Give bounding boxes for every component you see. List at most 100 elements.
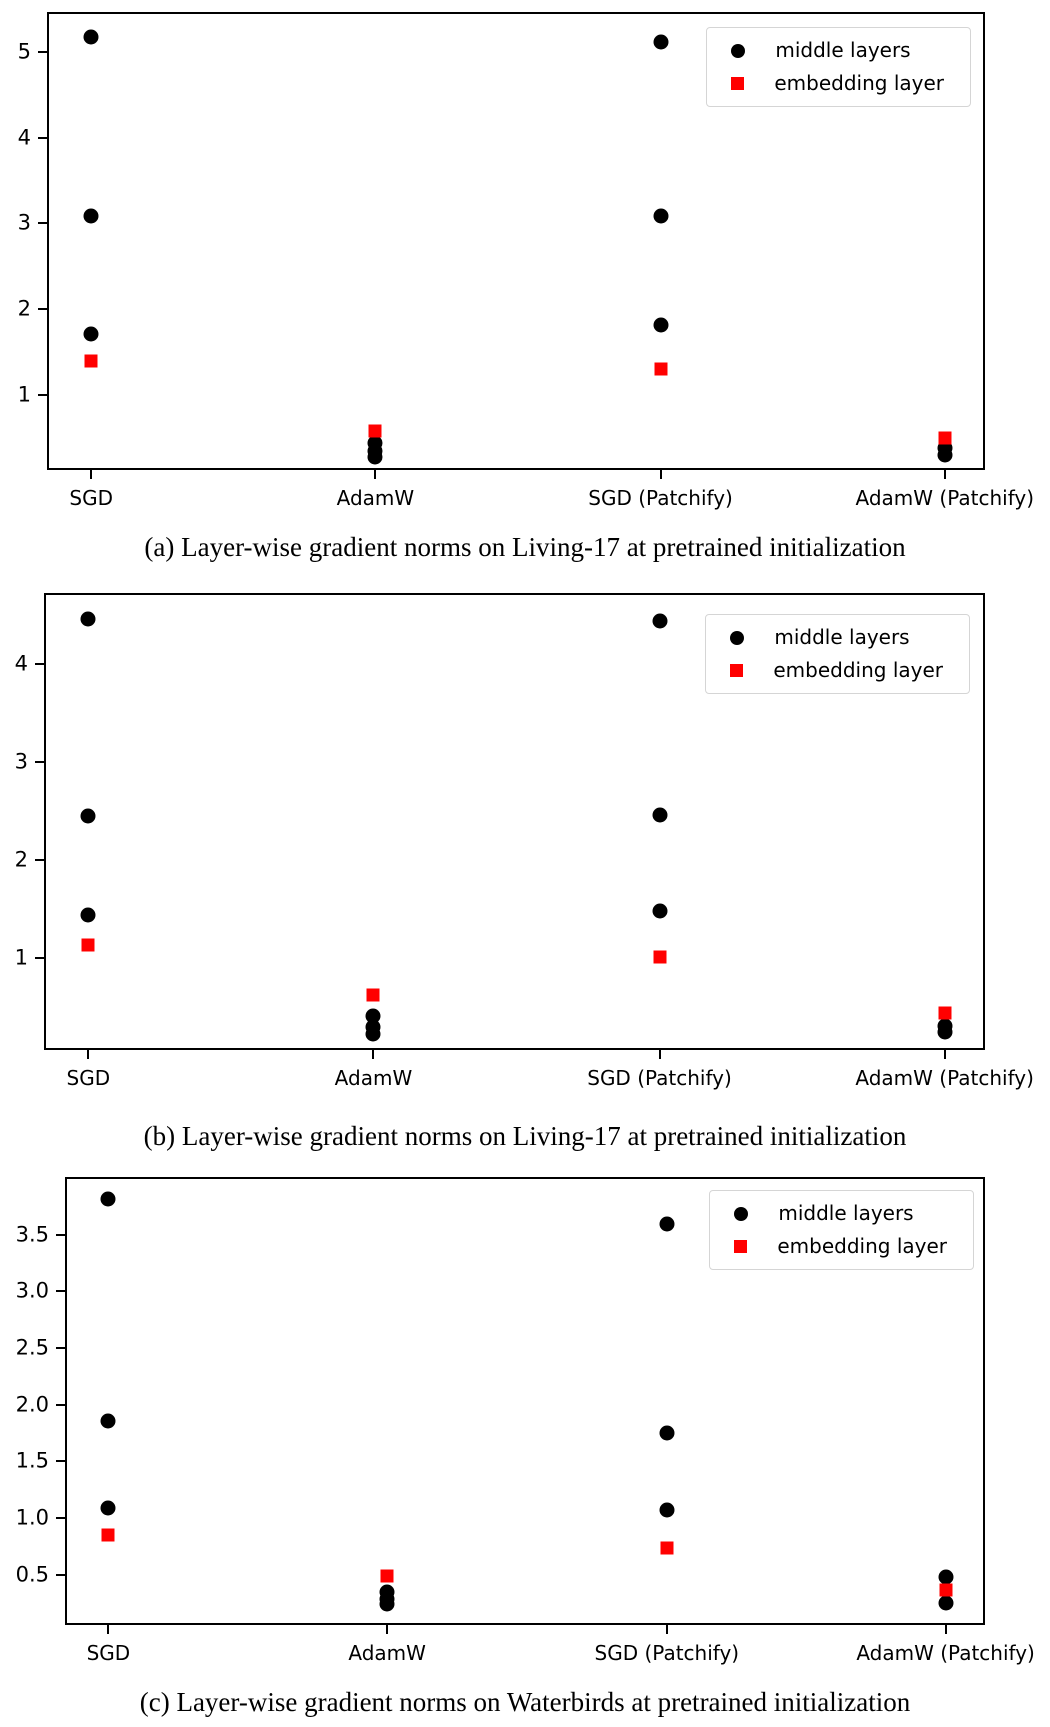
- x-axis-category-label: AdamW: [348, 1641, 426, 1665]
- data-point-circle-sgd-patchify-: [659, 1216, 675, 1232]
- y-axis-tick: [56, 1460, 65, 1463]
- y-axis-tick: [56, 1517, 65, 1520]
- y-axis-tick: [56, 1346, 65, 1349]
- y-axis-tick-label: 2: [17, 296, 31, 321]
- plot-area-a: 1 2 3 4 5 SGD AdamW SGD (Patchify) AdamW (Patchi…: [18, 12, 1034, 508]
- data-point-circle-sgd-patchify-: [653, 317, 669, 333]
- data-point-circle-sgd: [83, 29, 99, 45]
- legend-label: middle layers: [774, 625, 910, 649]
- data-point-circle-sgd-patchify-: [652, 807, 668, 823]
- x-axis-category-label: SGD: [86, 1641, 131, 1665]
- y-axis-tick: [38, 308, 47, 311]
- x-axis-tick: [372, 1050, 375, 1059]
- x-axis-tick: [943, 470, 946, 479]
- plot-area-c: 0.5 1.0 1.5 2.0 2.5 3.0 3.5 SGD AdamW SGD (Patchi…: [16, 1177, 1035, 1663]
- x-axis-tick: [90, 470, 93, 479]
- y-axis-tick-label: 4: [17, 125, 31, 149]
- x-axis-category-label: AdamW (Patchify): [856, 1641, 1035, 1665]
- y-axis-tick: [38, 50, 47, 53]
- data-point-square-adamw: [380, 1569, 394, 1583]
- data-point-circle-adamw-patchify-: [937, 1024, 953, 1040]
- y-axis-tick-label: 2.0: [15, 1392, 49, 1417]
- data-point-circle-adamw-patchify-: [938, 1595, 954, 1611]
- y-axis-tick-label: 3: [14, 749, 28, 774]
- y-axis-tick: [56, 1233, 65, 1236]
- legend-item: middle layers: [731, 39, 944, 62]
- y-axis-tick-label: 4: [14, 651, 28, 676]
- x-axis-tick: [944, 1625, 947, 1634]
- square-marker-icon: [734, 1240, 748, 1253]
- y-axis-tick-label: 3.5: [15, 1222, 49, 1247]
- legend-label: middle layers: [775, 38, 911, 62]
- y-axis-tick-label: 1.5: [15, 1448, 49, 1473]
- data-point-circle-adamw: [365, 1026, 381, 1042]
- data-point-circle-adamw-patchify-: [937, 447, 953, 463]
- y-axis-tick-label: 5: [17, 39, 31, 64]
- legend: middle layers embedding layer: [709, 1190, 974, 1270]
- data-point-circle-sgd-patchify-: [652, 903, 668, 919]
- y-axis-tick: [56, 1403, 65, 1406]
- y-axis-tick: [35, 760, 44, 763]
- x-axis-category-label: SGD (Patchify): [594, 1641, 740, 1665]
- data-point-square-sgd: [84, 354, 98, 368]
- legend-item: embedding layer: [731, 72, 944, 95]
- y-axis-tick: [56, 1290, 65, 1293]
- legend-item: embedding layer: [734, 1235, 947, 1258]
- x-axis-tick: [374, 470, 377, 479]
- data-point-square-sgd-patchify-: [653, 950, 667, 964]
- x-axis-category-label: SGD: [69, 486, 113, 510]
- data-point-circle-sgd-patchify-: [653, 34, 669, 50]
- x-axis-tick: [658, 1050, 661, 1059]
- data-point-square-adamw-patchify-: [938, 431, 952, 445]
- data-point-circle-adamw: [367, 449, 383, 465]
- y-axis-tick-label: 1: [17, 382, 31, 407]
- data-point-circle-sgd: [100, 1413, 116, 1429]
- data-point-circle-sgd: [80, 611, 96, 627]
- x-axis-tick: [87, 1050, 90, 1059]
- circle-marker-icon: [730, 630, 745, 645]
- x-axis-tick: [943, 1050, 946, 1059]
- legend-label: embedding layer: [774, 71, 944, 95]
- y-axis-tick-label: 1: [14, 945, 28, 970]
- legend-label: embedding layer: [773, 658, 943, 682]
- legend: middle layers embedding layer: [706, 27, 971, 107]
- data-point-square-adamw-patchify-: [939, 1583, 953, 1597]
- y-axis-tick-label: 1.0: [15, 1505, 49, 1530]
- y-axis-tick: [38, 136, 47, 139]
- data-point-circle-sgd-patchify-: [652, 613, 668, 629]
- legend: middle layers embedding layer: [705, 614, 970, 694]
- data-point-circle-sgd: [100, 1191, 116, 1207]
- y-axis-tick-label: 3.0: [15, 1278, 49, 1303]
- legend-item: embedding layer: [730, 659, 943, 682]
- data-point-circle-sgd-patchify-: [653, 208, 669, 224]
- data-point-square-adamw: [368, 424, 382, 438]
- data-point-circle-sgd: [83, 208, 99, 224]
- y-axis-tick-label: 3: [17, 210, 31, 235]
- data-point-square-sgd-patchify-: [654, 362, 668, 376]
- x-axis-tick: [665, 1625, 668, 1634]
- figure-caption-a: (a) Layer-wise gradient norms on Living-…: [144, 532, 906, 562]
- legend-item: middle layers: [734, 1202, 947, 1225]
- square-marker-icon: [731, 77, 745, 90]
- x-axis-category-label: SGD: [66, 1066, 111, 1090]
- y-axis-tick: [56, 1573, 65, 1576]
- data-point-square-adamw: [366, 988, 380, 1002]
- y-axis-tick: [38, 222, 47, 225]
- data-point-square-sgd: [81, 938, 95, 952]
- x-axis-category-label: AdamW (Patchify): [855, 486, 1035, 510]
- x-axis-category-label: AdamW: [336, 486, 415, 510]
- legend-label: middle layers: [778, 1201, 914, 1225]
- x-axis-category-label: AdamW: [334, 1066, 413, 1090]
- data-point-square-sgd-patchify-: [660, 1541, 674, 1555]
- plot-area-b: 1 2 3 4 SGD AdamW SGD (Patchify) AdamW (Patchif…: [15, 593, 1034, 1088]
- x-axis-tick: [659, 470, 662, 479]
- data-point-square-sgd: [101, 1528, 115, 1542]
- y-axis-tick: [38, 393, 47, 396]
- data-point-circle-sgd-patchify-: [659, 1502, 675, 1518]
- x-axis-tick: [107, 1625, 110, 1634]
- figure-caption-c: (c) Layer-wise gradient norms on Waterbi…: [139, 1687, 911, 1717]
- y-axis-tick-label: 0.5: [15, 1562, 49, 1587]
- y-axis-tick: [35, 662, 44, 665]
- circle-marker-icon: [734, 1206, 749, 1221]
